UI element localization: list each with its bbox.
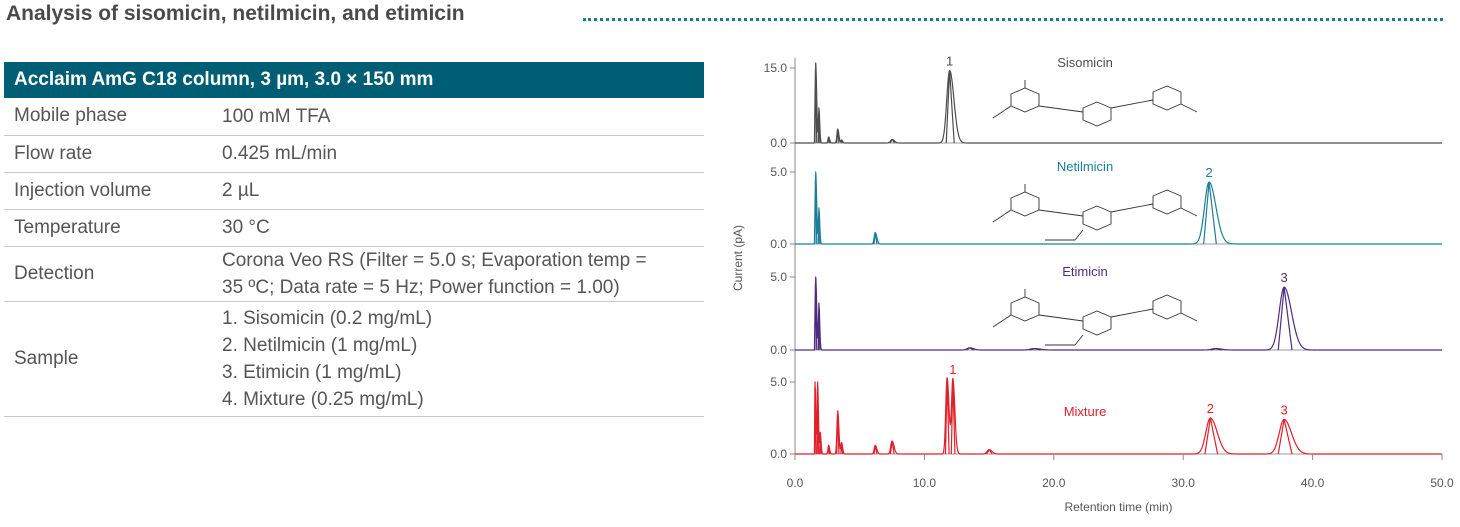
structure-ring <box>1152 294 1182 320</box>
table-row: Flow rate 0.425 mL/min <box>4 135 704 173</box>
y-tick-label: 0.0 <box>770 136 787 150</box>
structure-bond <box>1180 207 1198 217</box>
y-tick-label: 5.0 <box>770 270 787 284</box>
param-value: 0.425 mL/min <box>212 135 704 173</box>
param-label: Sample <box>4 301 212 417</box>
param-value-line: 0.425 mL/min <box>222 143 338 164</box>
structure-ring <box>1152 189 1182 215</box>
param-value: 30 °C <box>212 209 704 247</box>
title-divider <box>583 18 1443 21</box>
peak-label: 2 <box>1207 401 1214 416</box>
param-value-line: 3. Etimicin (1 mg/mL) <box>222 361 402 383</box>
peak-label: 3 <box>1281 402 1288 417</box>
structure-bond <box>1110 203 1154 213</box>
structure-bond <box>992 314 1012 328</box>
structure-bond <box>992 209 1012 223</box>
y-tick-label: 0.0 <box>770 343 787 357</box>
table-row: Temperature 30 °C <box>4 209 704 247</box>
x-tick-label: 10.0 <box>913 476 937 490</box>
param-value: 2 µL <box>212 172 704 210</box>
series-trace-mixture <box>794 377 1443 455</box>
param-value-line: Corona Veo RS (Filter = 5.0 s; Evaporati… <box>222 249 647 271</box>
param-label: Flow rate <box>4 135 212 173</box>
peak-label: 2 <box>1205 165 1212 180</box>
x-tick-label: 40.0 <box>1301 476 1325 490</box>
series-trace-sisomicin <box>794 62 1443 144</box>
y-tick-label: 15.0 <box>764 61 788 75</box>
param-label: Injection volume <box>4 172 212 210</box>
y-tick-label: 5.0 <box>770 165 787 179</box>
param-value-line: 30 °C <box>222 217 270 238</box>
param-value: 1. Sisomicin (0.2 mg/mL) 2. Netilmicin (1… <box>212 301 704 417</box>
structure-ring <box>1152 85 1182 111</box>
structure-bond <box>1038 314 1084 322</box>
peak-label: 1 <box>949 362 956 377</box>
peak-label: 3 <box>1281 270 1288 285</box>
y-tick-label: 5.0 <box>770 375 787 389</box>
table-header: Acclaim AmG C18 column, 3 µm, 3.0 × 150 … <box>4 62 704 98</box>
structure-bond <box>1074 334 1084 346</box>
structure-ring <box>1082 205 1112 231</box>
page-title: Analysis of sisomicin, netilmicin, and e… <box>6 2 465 25</box>
structure-bond <box>1074 229 1084 241</box>
param-value-line: 2 µL <box>222 180 260 201</box>
structure-ring <box>1010 87 1040 113</box>
param-value-line: 4. Mixture (0.25 mg/mL) <box>222 388 424 410</box>
structure-bond <box>1180 103 1198 113</box>
y-axis-title: Current (pA) <box>731 225 745 291</box>
structure-bond <box>1038 105 1084 113</box>
structure-ring <box>1010 191 1040 217</box>
structure-bond <box>1110 308 1154 318</box>
structure-bond <box>992 105 1012 119</box>
x-tick-label: 0.0 <box>787 476 804 490</box>
table-row: Sample 1. Sisomicin (0.2 mg/mL) 2. Netilmi… <box>4 301 704 417</box>
series-name-label: Netilmicin <box>1057 159 1113 174</box>
param-value: 100 mM TFA <box>212 98 704 136</box>
param-value: Corona Veo RS (Filter = 5.0 s; Evaporati… <box>212 246 704 302</box>
param-label: Temperature <box>4 209 212 247</box>
table-row: Detection Corona Veo RS (Filter = 5.0 s; … <box>4 246 704 302</box>
table-row: Mobile phase 100 mM TFA <box>4 98 704 136</box>
y-tick-label: 0.0 <box>770 447 787 461</box>
y-tick-label: 0.0 <box>770 237 787 251</box>
series-name-label: Mixture <box>1064 404 1107 419</box>
series-trace-etimicin <box>794 276 1443 351</box>
structure-ring <box>1082 310 1112 336</box>
x-tick-label: 50.0 <box>1430 476 1454 490</box>
param-value-line: 100 mM TFA <box>222 105 331 127</box>
x-tick-label: 30.0 <box>1172 476 1196 490</box>
structure-bond <box>1180 312 1198 322</box>
series-name-label: Etimicin <box>1062 264 1108 279</box>
param-label: Mobile phase <box>4 98 212 136</box>
peak-label: 1 <box>946 54 953 69</box>
param-value-line: 2. Netilmicin (1 mg/mL) <box>222 334 418 356</box>
x-tick-label: 20.0 <box>1042 476 1066 490</box>
param-value-line: 35 ºC; Data rate = 5 Hz; Power function … <box>222 276 620 298</box>
structure-bond <box>1110 99 1154 109</box>
x-axis-title: Retention time (min) <box>1064 500 1172 514</box>
param-value-line: 1. Sisomicin (0.2 mg/mL) <box>222 307 433 329</box>
series-name-label: Sisomicin <box>1057 55 1113 70</box>
param-label: Detection <box>4 246 212 302</box>
structure-bond <box>1038 209 1084 217</box>
structure-ring <box>1010 296 1040 322</box>
structure-ring <box>1082 101 1112 127</box>
table-row: Injection volume 2 µL <box>4 172 704 210</box>
conditions-table: Acclaim AmG C18 column, 3 µm, 3.0 × 150 … <box>4 62 704 417</box>
series-trace-netilmicin <box>794 171 1443 245</box>
